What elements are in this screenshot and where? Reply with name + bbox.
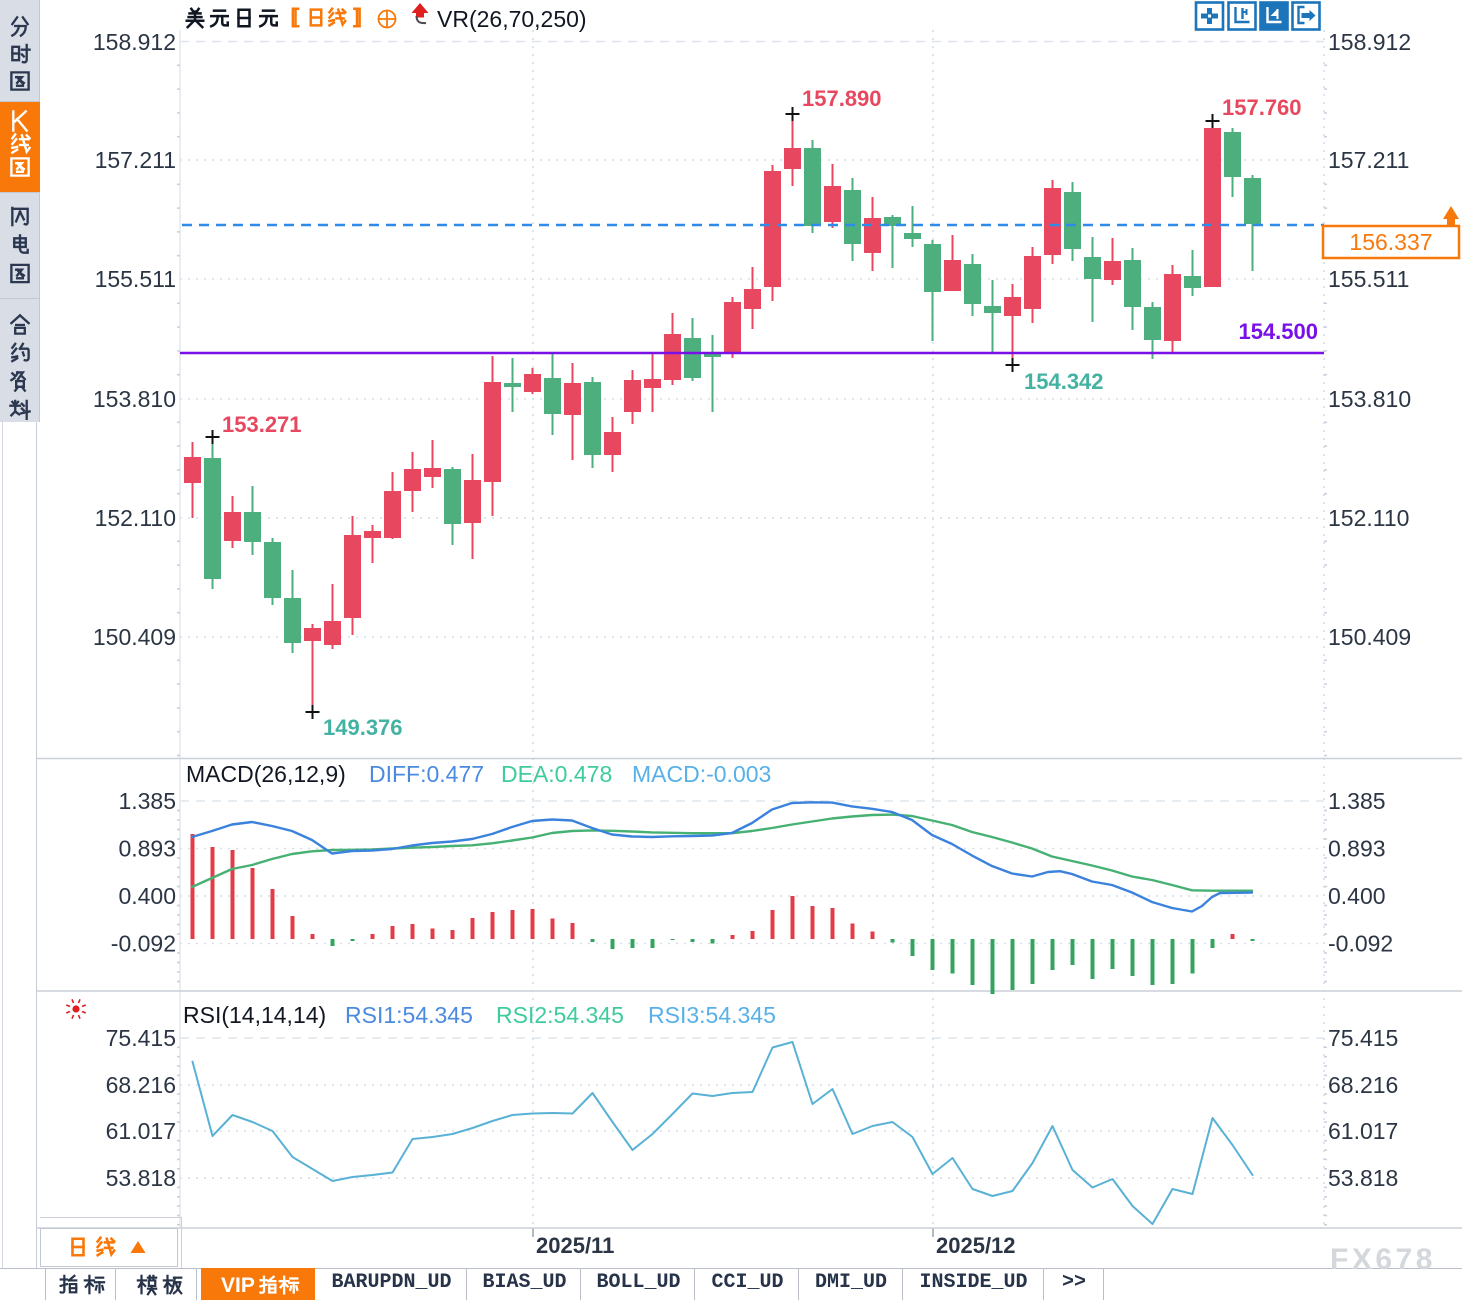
svg-text:0.400: 0.400 bbox=[1328, 883, 1386, 909]
svg-text:53.818: 53.818 bbox=[1328, 1165, 1398, 1191]
svg-text:156.337: 156.337 bbox=[1349, 229, 1432, 255]
svg-text:75.415: 75.415 bbox=[106, 1025, 176, 1051]
svg-text:68.216: 68.216 bbox=[106, 1072, 176, 1098]
svg-text:68.216: 68.216 bbox=[1328, 1072, 1398, 1098]
svg-text:158.912: 158.912 bbox=[1328, 29, 1411, 55]
svg-text:153.810: 153.810 bbox=[93, 386, 176, 412]
svg-text:150.409: 150.409 bbox=[93, 624, 176, 650]
svg-text:157.211: 157.211 bbox=[1328, 147, 1409, 173]
svg-text:158.912: 158.912 bbox=[93, 29, 176, 55]
svg-text:154.500: 154.500 bbox=[1238, 319, 1318, 344]
svg-text:61.017: 61.017 bbox=[1328, 1118, 1398, 1144]
svg-text:MACD(26,12,9): MACD(26,12,9) bbox=[186, 761, 346, 787]
svg-text:1.385: 1.385 bbox=[1328, 788, 1386, 814]
svg-text:152.110: 152.110 bbox=[1328, 505, 1409, 531]
svg-text:RSI3:54.345: RSI3:54.345 bbox=[648, 1002, 776, 1028]
svg-text:157.211: 157.211 bbox=[95, 147, 176, 173]
svg-text:RSI2:54.345: RSI2:54.345 bbox=[496, 1002, 624, 1028]
svg-text:0.400: 0.400 bbox=[118, 883, 176, 909]
svg-text:152.110: 152.110 bbox=[95, 505, 176, 531]
svg-text:RSI(14,14,14): RSI(14,14,14) bbox=[183, 1002, 326, 1028]
svg-text:DIFF:0.477: DIFF:0.477 bbox=[369, 761, 484, 787]
svg-text:MACD:-0.003: MACD:-0.003 bbox=[632, 761, 771, 787]
svg-text:155.511: 155.511 bbox=[1328, 266, 1409, 292]
svg-text:-0.092: -0.092 bbox=[111, 931, 176, 957]
svg-text:0.893: 0.893 bbox=[1328, 836, 1386, 862]
svg-text:0.893: 0.893 bbox=[118, 836, 176, 862]
svg-text:DEA:0.478: DEA:0.478 bbox=[501, 761, 612, 787]
svg-text:VIP: VIP bbox=[221, 1274, 255, 1297]
svg-text:155.511: 155.511 bbox=[95, 266, 176, 292]
svg-text:75.415: 75.415 bbox=[1328, 1025, 1398, 1051]
svg-text:VR(26,70,250): VR(26,70,250) bbox=[437, 6, 587, 32]
svg-text:RSI1:54.345: RSI1:54.345 bbox=[345, 1002, 473, 1028]
svg-text:157.760: 157.760 bbox=[1222, 95, 1302, 120]
svg-text:2025/11: 2025/11 bbox=[536, 1233, 614, 1258]
svg-text:149.376: 149.376 bbox=[323, 715, 403, 740]
svg-text:154.342: 154.342 bbox=[1024, 369, 1104, 394]
svg-text:1.385: 1.385 bbox=[118, 788, 176, 814]
svg-text:157.890: 157.890 bbox=[802, 86, 882, 111]
svg-text:153.810: 153.810 bbox=[1328, 386, 1411, 412]
svg-text:61.017: 61.017 bbox=[106, 1118, 176, 1144]
svg-text:2025/12: 2025/12 bbox=[936, 1233, 1016, 1258]
svg-text:150.409: 150.409 bbox=[1328, 624, 1411, 650]
svg-text:-0.092: -0.092 bbox=[1328, 931, 1393, 957]
svg-text:53.818: 53.818 bbox=[106, 1165, 176, 1191]
svg-text:153.271: 153.271 bbox=[222, 412, 302, 437]
